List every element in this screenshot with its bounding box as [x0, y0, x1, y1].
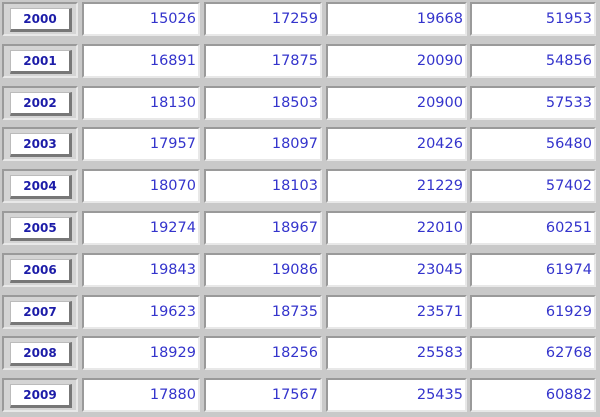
value-cell: 18929 [82, 336, 200, 371]
value-cell: 18070 [82, 169, 200, 204]
year-button[interactable]: 2000 [10, 8, 72, 32]
year-cell: 2006 [2, 252, 78, 287]
value-cell: 23045 [326, 252, 467, 287]
year-cell: 2002 [2, 85, 78, 120]
year-button[interactable]: 2005 [10, 216, 72, 241]
value-cell: 20900 [326, 85, 467, 120]
value-cell: 20090 [326, 43, 467, 78]
year-button[interactable]: 2006 [10, 258, 72, 283]
year-cell: 2007 [2, 294, 78, 329]
value-cell: 19086 [204, 252, 322, 287]
value-cell: 54856 [470, 43, 596, 78]
table-row: 2001 16891 17875 20090 54856 [0, 41, 600, 83]
value-cell: 62768 [470, 336, 596, 371]
value-cell: 20426 [326, 127, 467, 162]
value-cell: 18503 [204, 85, 322, 120]
value-cell: 19623 [82, 294, 200, 329]
value-cell: 21229 [326, 169, 467, 204]
year-button[interactable]: 2007 [10, 300, 72, 325]
value-cell: 19668 [326, 2, 467, 36]
year-cell: 2004 [2, 169, 78, 204]
value-cell: 17875 [204, 43, 322, 78]
value-cell: 23571 [326, 294, 467, 329]
value-cell: 18103 [204, 169, 322, 204]
value-cell: 51953 [470, 2, 596, 36]
value-cell: 18967 [204, 210, 322, 245]
value-cell: 22010 [326, 210, 467, 245]
year-cell: 2009 [2, 378, 78, 413]
value-cell: 17259 [204, 2, 322, 36]
table-row: 2004 18070 18103 21229 57402 [0, 166, 600, 208]
year-cell: 2003 [2, 127, 78, 162]
year-cell: 2001 [2, 43, 78, 78]
value-cell: 15026 [82, 2, 200, 36]
table-row: 2009 17880 17567 25435 60882 [0, 375, 600, 417]
value-cell: 57402 [470, 169, 596, 204]
table-row: 2002 18130 18503 20900 57533 [0, 83, 600, 125]
value-cell: 25583 [326, 336, 467, 371]
year-button[interactable]: 2008 [10, 342, 72, 367]
year-button[interactable]: 2004 [10, 175, 72, 200]
value-cell: 17567 [204, 378, 322, 413]
value-cell: 60882 [470, 378, 596, 413]
value-cell: 60251 [470, 210, 596, 245]
table-row: 2007 19623 18735 23571 61929 [0, 292, 600, 334]
value-cell: 61929 [470, 294, 596, 329]
value-cell: 56480 [470, 127, 596, 162]
table-row: 2000 15026 17259 19668 51953 [0, 0, 600, 41]
year-button[interactable]: 2009 [10, 384, 72, 409]
year-cell: 2005 [2, 210, 78, 245]
table-row: 2003 17957 18097 20426 56480 [0, 124, 600, 166]
table-row: 2008 18929 18256 25583 62768 [0, 333, 600, 375]
year-button[interactable]: 2003 [10, 133, 72, 158]
value-cell: 18256 [204, 336, 322, 371]
table-row: 2005 19274 18967 22010 60251 [0, 208, 600, 250]
value-cell: 19274 [82, 210, 200, 245]
year-button[interactable]: 2002 [10, 91, 72, 116]
value-cell: 57533 [470, 85, 596, 120]
value-cell: 18735 [204, 294, 322, 329]
value-cell: 17880 [82, 378, 200, 413]
value-cell: 25435 [326, 378, 467, 413]
value-cell: 18130 [82, 85, 200, 120]
table-row: 2006 19843 19086 23045 61974 [0, 250, 600, 292]
value-cell: 17957 [82, 127, 200, 162]
value-cell: 61974 [470, 252, 596, 287]
year-cell: 2008 [2, 336, 78, 371]
value-cell: 16891 [82, 43, 200, 78]
value-cell: 19843 [82, 252, 200, 287]
year-cell: 2000 [2, 2, 78, 36]
year-button[interactable]: 2001 [10, 49, 72, 74]
value-cell: 18097 [204, 127, 322, 162]
